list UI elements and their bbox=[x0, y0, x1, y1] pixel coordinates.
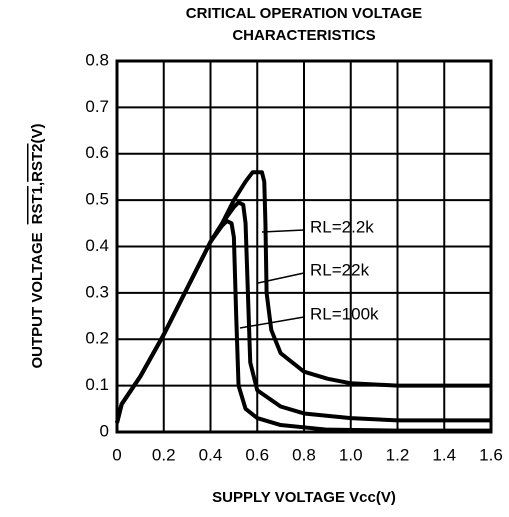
x-tick-label: 0.2 bbox=[152, 445, 176, 464]
series-label: RL=2.2k bbox=[310, 217, 374, 236]
x-tick-label: 0.6 bbox=[245, 445, 269, 464]
y-tick-label: 0.6 bbox=[85, 143, 109, 162]
x-tick-label: 0.8 bbox=[292, 445, 316, 464]
y-axis-unit: (V) bbox=[29, 124, 46, 144]
leader-line bbox=[261, 229, 305, 233]
y-axis-label: OUTPUT VOLTAGE RST1,RST2(V) bbox=[29, 124, 46, 369]
y-tick-label: 0.7 bbox=[85, 97, 109, 116]
leader-line bbox=[239, 316, 305, 329]
y-axis-label-text: OUTPUT VOLTAGE bbox=[29, 232, 46, 368]
series-label: RL=22k bbox=[310, 260, 370, 279]
x-tick-label: 1.2 bbox=[386, 445, 410, 464]
y-axis-separator: , bbox=[29, 182, 46, 186]
y-tick-label: 0.4 bbox=[85, 236, 109, 255]
x-tick-label: 1.4 bbox=[432, 445, 456, 464]
y-tick-label: 0.2 bbox=[85, 329, 109, 348]
y-axis-signal: RST1 bbox=[29, 186, 46, 224]
leader-line bbox=[257, 272, 305, 284]
y-tick-label: 0 bbox=[100, 421, 109, 440]
curve bbox=[115, 218, 491, 433]
y-tick-label: 0.5 bbox=[85, 190, 109, 209]
y-tick-label: 0.1 bbox=[85, 375, 109, 394]
x-tick-label: 0.4 bbox=[199, 445, 223, 464]
y-tick-label: 0.3 bbox=[85, 282, 109, 301]
y-tick-label: 0.8 bbox=[85, 50, 109, 69]
plot-frame bbox=[115, 59, 493, 434]
series-label: RL=100k bbox=[310, 304, 379, 323]
x-tick-label: 1.6 bbox=[479, 445, 503, 464]
x-tick-label: 1.0 bbox=[339, 445, 363, 464]
chart-title: CRITICAL OPERATION VOLTAGE bbox=[186, 5, 422, 22]
y-axis-signal: RST2 bbox=[29, 144, 46, 182]
x-tick-label: 0 bbox=[112, 445, 121, 464]
chart-title: CHARACTERISTICS bbox=[232, 27, 375, 44]
x-axis-label: SUPPLY VOLTAGE Vcc(V) bbox=[212, 489, 396, 506]
